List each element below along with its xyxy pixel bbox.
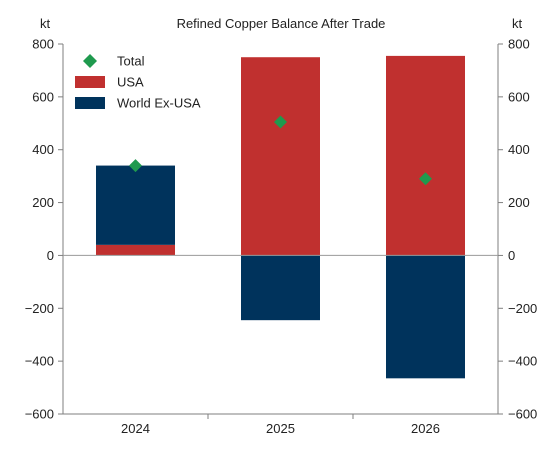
bar-world-ex-usa-2025 — [241, 255, 320, 321]
right-tick-label: −200 — [508, 301, 537, 316]
marker-total-2024 — [129, 159, 142, 173]
left-tick-label: 200 — [32, 195, 54, 210]
left-tick-label: 400 — [32, 142, 54, 157]
right-tick-label: −400 — [508, 354, 537, 369]
legend-label-world-ex-usa: World Ex-USA — [117, 96, 201, 111]
legend-swatch-world-ex-usa — [75, 97, 105, 109]
left-tick-label: 0 — [47, 248, 54, 263]
bar-world-ex-usa-2026 — [386, 255, 465, 379]
legend-label-usa: USA — [117, 75, 144, 90]
bar-usa-2026 — [386, 55, 465, 256]
left-axis-unit: kt — [40, 16, 51, 31]
chart-title: Refined Copper Balance After Trade — [177, 16, 386, 31]
x-tick-label: 2025 — [266, 421, 295, 436]
legend-label-total: Total — [117, 54, 145, 69]
x-tick-label: 2026 — [411, 421, 440, 436]
bar-world-ex-usa-2024 — [96, 165, 175, 245]
right-tick-label: 0 — [508, 248, 515, 263]
right-tick-label: 400 — [508, 142, 530, 157]
plot-area: 800 800 600 600 400 400 200 200 0 0 −200 −200 −400 −4… — [25, 37, 538, 437]
legend: Total USA World Ex-USA — [75, 54, 201, 111]
x-tick-label: 2024 — [121, 421, 150, 436]
right-tick-label: −600 — [508, 407, 537, 422]
legend-swatch-usa — [75, 76, 105, 88]
bar-usa-2024 — [96, 244, 175, 256]
right-tick-label: 200 — [508, 195, 530, 210]
right-tick-label: 800 — [508, 37, 530, 52]
marker-total-2026 — [419, 172, 432, 186]
right-tick-label: 600 — [508, 89, 530, 104]
bar-usa-2025 — [241, 57, 320, 256]
left-tick-label: 600 — [32, 89, 54, 104]
left-tick-label: 800 — [32, 37, 54, 52]
right-axis-unit: kt — [512, 16, 523, 31]
left-tick-label: −600 — [25, 407, 54, 422]
legend-swatch-total — [83, 54, 97, 68]
marker-total-2025 — [274, 115, 287, 129]
left-tick-label: −400 — [25, 354, 54, 369]
left-tick-label: −200 — [25, 301, 54, 316]
